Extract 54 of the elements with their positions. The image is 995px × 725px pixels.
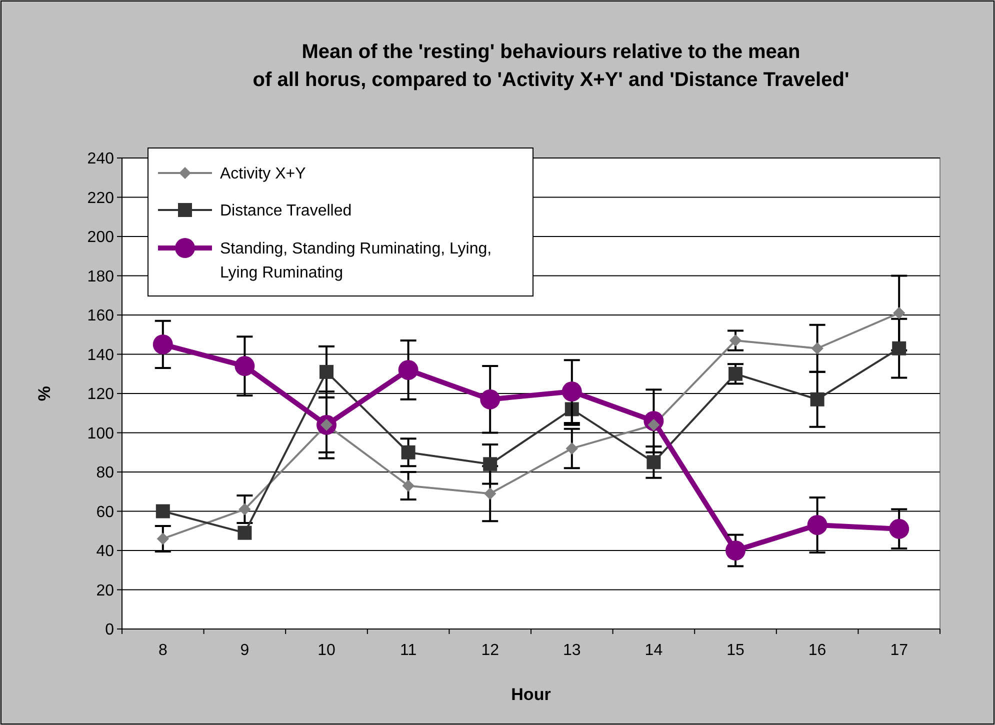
point (889, 518, 910, 539)
x-tick-label: 16 (808, 642, 826, 659)
x-tick-label: 13 (563, 642, 581, 659)
y-tick-label: 100 (87, 425, 114, 442)
point (566, 442, 578, 454)
y-tick-label: 200 (87, 229, 114, 246)
point (484, 488, 496, 500)
point (811, 342, 824, 354)
x-tick-label: 8 (158, 642, 168, 659)
x-tick-label: 9 (240, 642, 250, 659)
point (156, 532, 169, 545)
legend-label: Distance Travelled (220, 202, 352, 220)
point (238, 503, 251, 516)
point (892, 341, 906, 356)
point (730, 334, 742, 347)
point (480, 389, 500, 410)
y-tick-label: 220 (87, 190, 114, 207)
point (234, 356, 255, 376)
point (483, 457, 498, 472)
y-tick-label: 160 (87, 308, 114, 325)
y-tick-label: 120 (87, 386, 114, 404)
point (810, 392, 824, 406)
point (646, 455, 661, 470)
legend-label: Activity X+Y (220, 166, 306, 183)
y-tick-label: 140 (87, 346, 114, 364)
y-tick-label: 40 (96, 543, 114, 560)
point (156, 504, 170, 518)
y-tick-label: 60 (96, 504, 114, 521)
x-axis-title: Hour (511, 685, 552, 704)
y-tick-label: 80 (96, 464, 114, 482)
point (726, 540, 746, 560)
point (728, 366, 742, 381)
point (238, 526, 252, 540)
point (320, 364, 334, 379)
y-tick-label: 20 (96, 582, 114, 600)
x-tick-label: 10 (318, 642, 336, 659)
x-tick-label: 12 (481, 642, 500, 659)
y-axis-title: % (35, 386, 54, 402)
legend-label: Standing, Standing Ruminating, Lying, Lying Ruminating (220, 240, 492, 282)
point (401, 445, 416, 460)
x-tick-label: 14 (644, 642, 663, 659)
x-tick-label: 17 (890, 642, 908, 659)
chart-title: Mean of the 'resting' behaviours relative to the mean of all horus, compared to 'Activity X+Y' and 'Distance Traveled' (252, 41, 850, 91)
x-tick-label: 15 (726, 642, 744, 659)
point (152, 334, 173, 354)
point (398, 360, 418, 380)
point (562, 382, 582, 402)
point (402, 480, 414, 492)
point (893, 307, 906, 320)
y-tick-label: 0 (105, 622, 114, 639)
point (807, 514, 828, 535)
y-tick-label: 180 (87, 268, 114, 286)
y-tick-label: 240 (87, 150, 114, 168)
x-tick-label: 11 (400, 642, 417, 659)
